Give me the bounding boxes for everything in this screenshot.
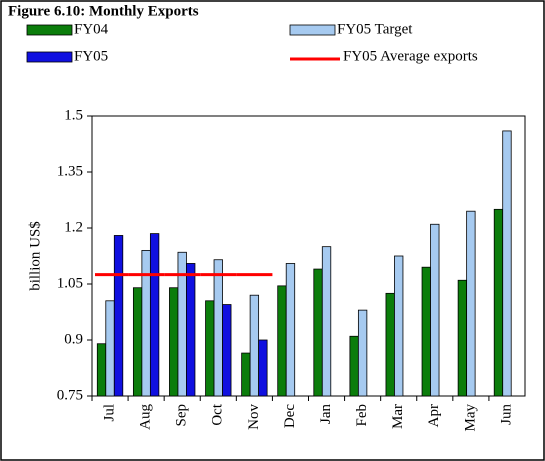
x-tick-label: Mar [390,404,406,429]
y-axis-label: billion US$ [27,221,43,291]
bar [277,285,287,397]
bar [213,259,223,397]
bar [394,255,404,397]
legend-label: FY05 Target [337,21,413,37]
bar [105,300,115,397]
legend-swatch [289,24,336,36]
bar [349,335,359,397]
bar [222,304,232,397]
x-tick-label: Jun [498,404,514,425]
y-tick-label: 1.35 [57,163,83,179]
y-tick-label: 1.05 [57,275,83,291]
legend-label: FY05 [74,48,108,64]
x-tick-label: Apr [426,404,442,427]
x-tick-label: Sep [174,404,190,427]
bar [205,300,215,397]
bar [457,279,468,397]
x-tick-label: Aug [138,404,154,430]
x-tick-label: Feb [354,404,370,427]
bar [493,208,504,397]
y-tick-label: 0.75 [57,387,83,403]
y-tick-label: 1.5 [64,107,83,123]
legend-swatch [26,51,73,63]
bar [321,246,332,397]
legend-label: FY04 [74,21,109,37]
y-tick-label: 1.2 [64,219,83,235]
bar [430,223,440,397]
bar [285,263,296,397]
bar [169,287,179,397]
bar [313,268,323,397]
bar [241,352,251,397]
bar [113,235,124,397]
x-tick-label: Jan [318,404,334,424]
bar [141,249,151,397]
x-tick-label: Jul [101,404,117,422]
bar [385,292,395,397]
x-tick-label: Dec [282,404,298,428]
bar [249,294,260,397]
bar [258,339,268,397]
bar [357,309,368,397]
x-tick-label: Nov [246,404,262,430]
y-tick-label: 0.9 [64,331,83,347]
bar [96,343,107,397]
bar [466,210,476,397]
legend-swatch [26,24,73,36]
bar [149,233,160,397]
legend-label: FY05 Average exports [343,48,478,64]
bar [186,263,196,397]
x-tick-label: May [462,404,478,432]
chart-title: Figure 6.10: Monthly Exports [8,3,199,19]
bar [421,266,431,397]
bar [502,130,512,397]
bar [132,287,143,397]
x-tick-label: Oct [210,403,226,425]
